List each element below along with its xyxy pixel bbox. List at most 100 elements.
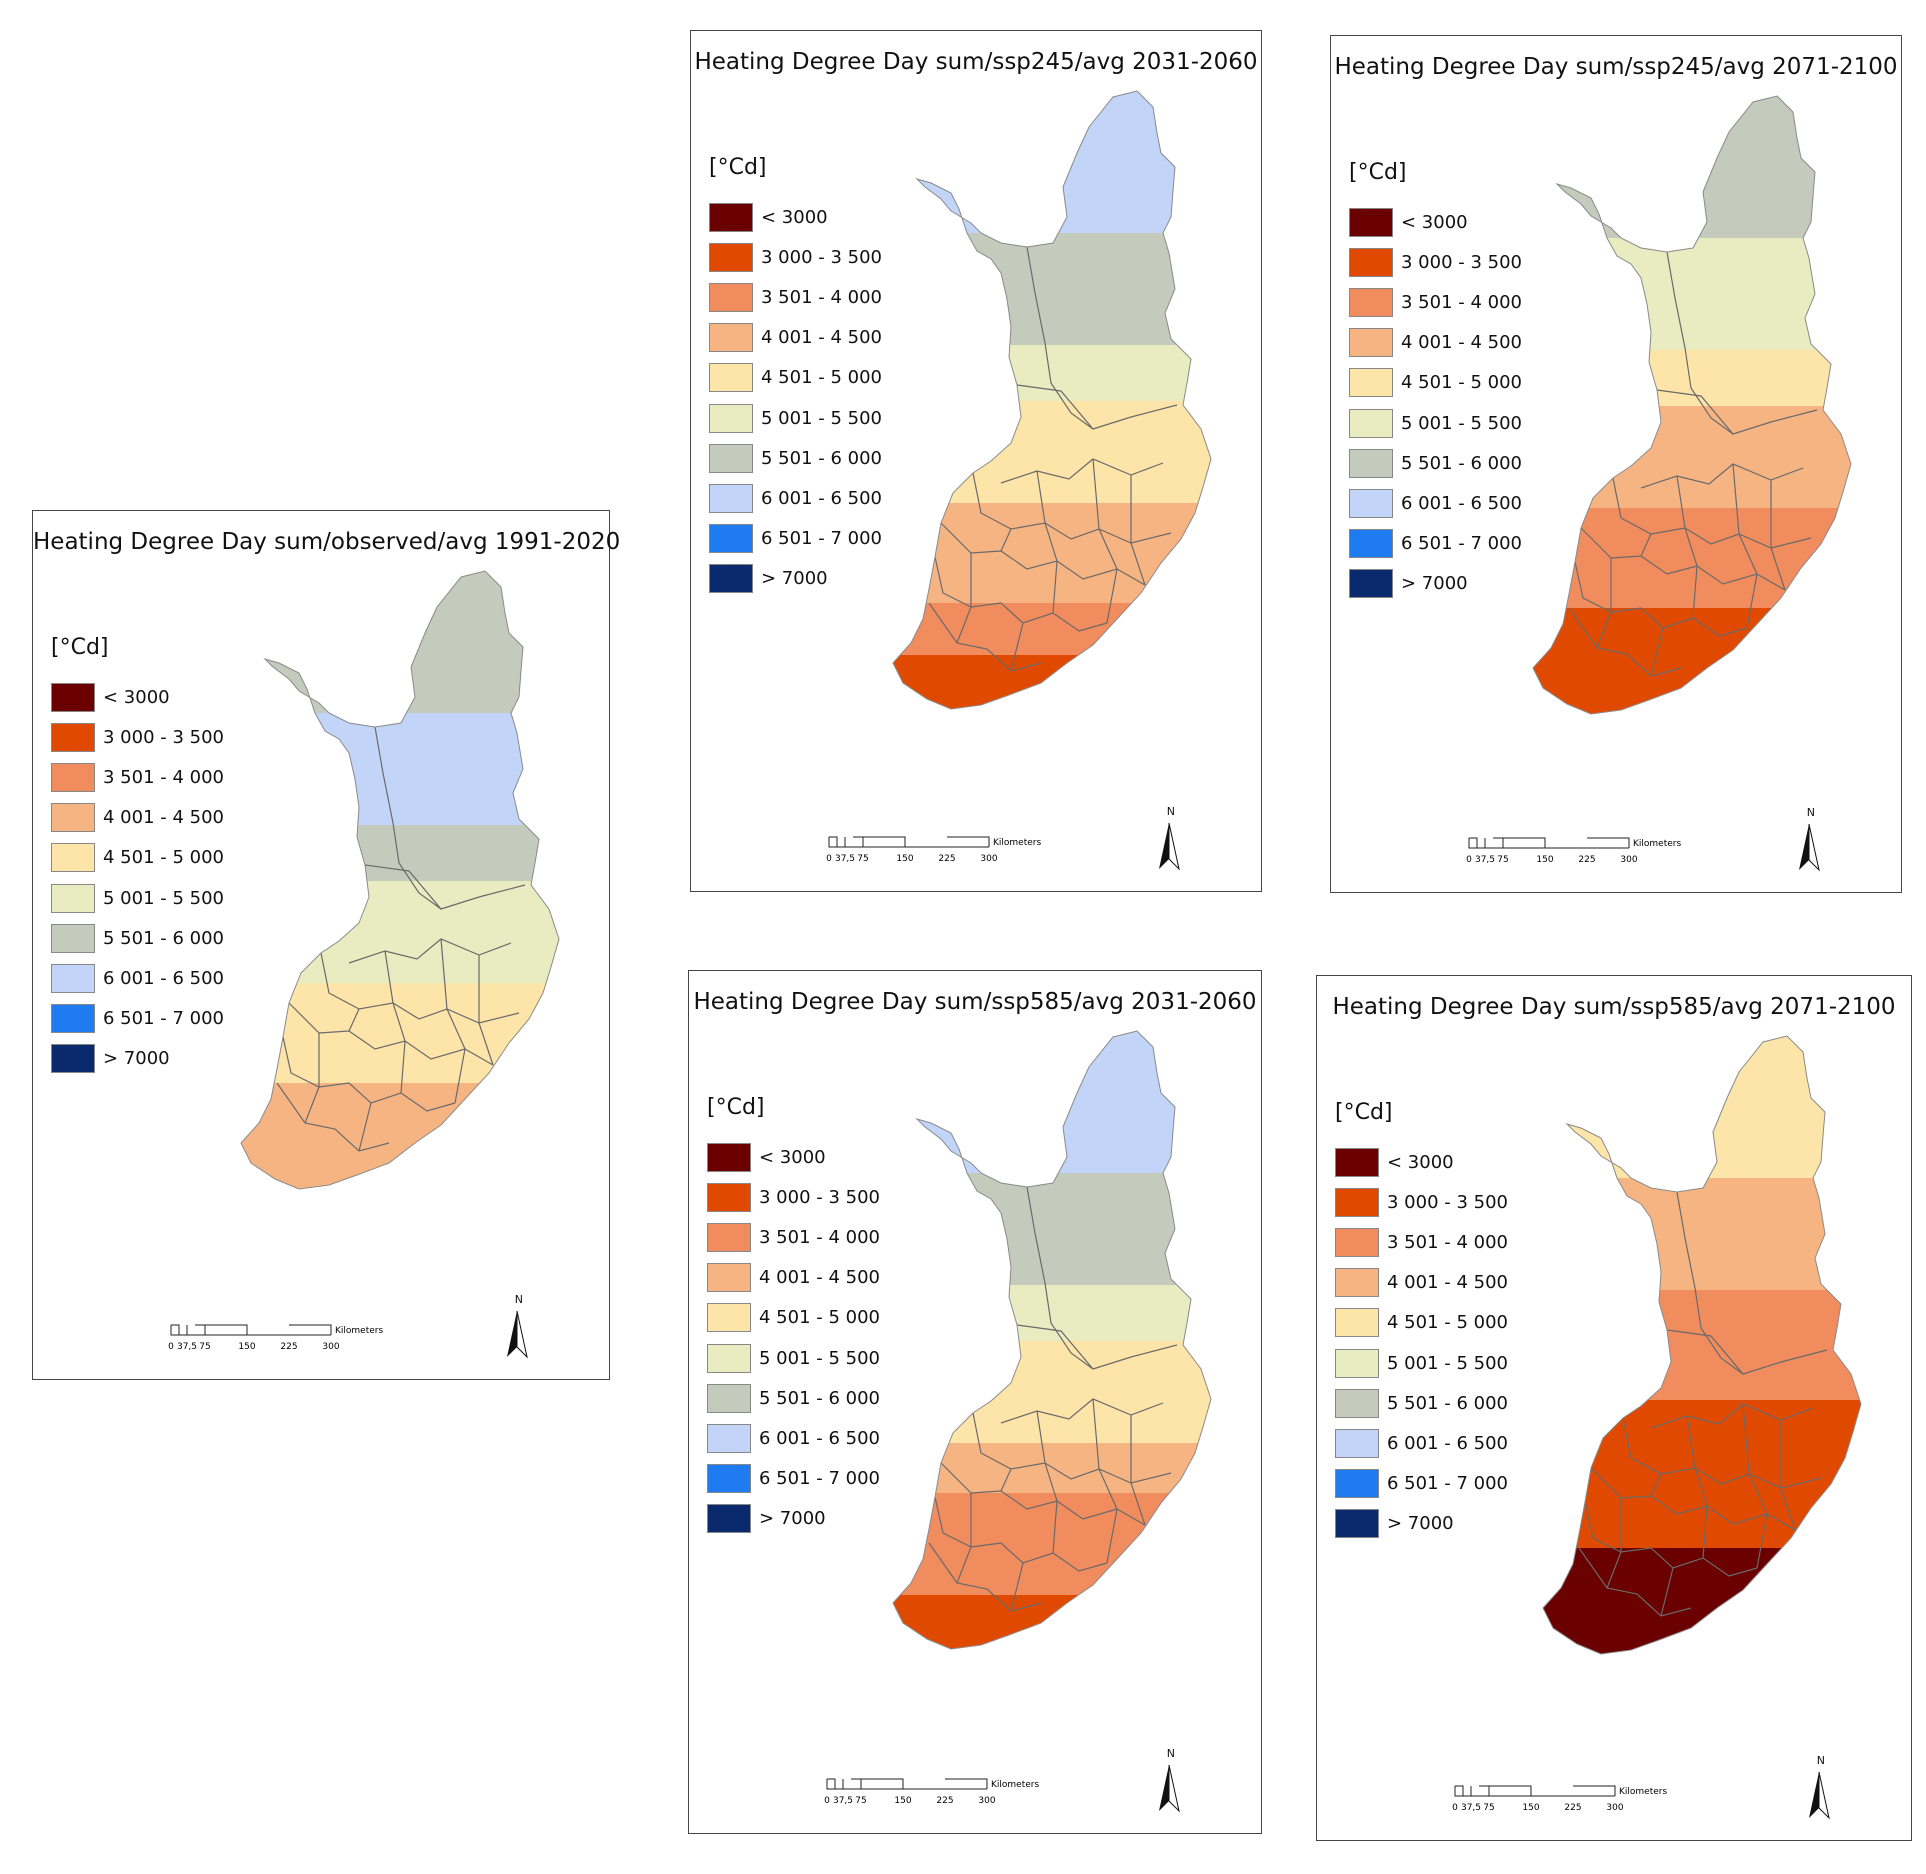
scale-bar: 0 37,5 75 150 225 300 Kilometers: [826, 836, 1041, 864]
legend-item: 4 001 - 4 500: [1349, 323, 1522, 363]
region-border: [1026, 246, 1094, 430]
region-border: [304, 1033, 320, 1124]
legend-label: > 7000: [1401, 573, 1468, 595]
legend-item: > 7000: [51, 1039, 224, 1079]
climate-zone: [893, 503, 1211, 554]
region-border: [348, 938, 512, 964]
climate-zone: [241, 881, 559, 936]
region-border: [1590, 1467, 1796, 1531]
climate-zone: [893, 1173, 1211, 1229]
climate-zone: [241, 825, 559, 882]
legend-label: < 3000: [759, 1146, 826, 1168]
legend-swatch: [1335, 1348, 1379, 1378]
legend: < 3000 3 000 - 3 500 3 501 - 4 000 4 001 - …: [709, 197, 882, 599]
legend-label: 3 000 - 3 500: [759, 1186, 880, 1208]
region-border: [972, 1412, 1172, 1484]
scale-tick-label: 0: [168, 1342, 174, 1352]
legend-swatch: [707, 1222, 751, 1252]
legend-swatch: [1349, 569, 1393, 599]
legend-swatch: [1335, 1227, 1379, 1257]
scale-tick-label: 225: [1564, 1803, 1581, 1813]
scale-tick-label: 75: [857, 854, 868, 864]
scale-tick-label: 225: [936, 1796, 953, 1806]
north-arrow-icon: [1159, 1764, 1180, 1813]
region-border: [1130, 475, 1146, 586]
legend-item: 3 501 - 4 000: [1349, 282, 1522, 322]
climate-zone: [1533, 350, 1851, 407]
north-label: N: [1166, 805, 1175, 818]
map-title: Heating Degree Day sum/ssp245/avg 2071-2…: [1334, 54, 1898, 80]
legend-label: 4 501 - 5 000: [1401, 372, 1522, 394]
legend-swatch: [709, 564, 753, 594]
legend-label: 6 001 - 6 500: [103, 967, 224, 989]
scale-tick-label: 0: [1466, 855, 1472, 865]
climate-zone: [1533, 460, 1851, 509]
scale-tick-label: 37,5: [835, 854, 855, 864]
legend-label: 5 501 - 6 000: [103, 927, 224, 949]
region-border: [956, 1493, 972, 1584]
scale-tick-label: 300: [322, 1342, 339, 1352]
finland-map: [1542, 1035, 1862, 1655]
region-border: [1092, 458, 1118, 624]
legend-label: 6 001 - 6 500: [1387, 1432, 1508, 1454]
legend-swatch: [1335, 1187, 1379, 1217]
legend-item: 6 001 - 6 500: [707, 1418, 880, 1458]
map-title: Heating Degree Day sum/observed/avg 1991…: [33, 529, 621, 555]
legend-label: 6 501 - 7 000: [761, 528, 882, 550]
region-border: [1676, 1191, 1744, 1375]
climate-zone: [241, 983, 559, 1034]
climate-zone: [241, 1033, 559, 1084]
legend-item: 6 501 - 7 000: [51, 999, 224, 1039]
map-panel-ssp585-2031-2060: Heating Degree Day sum/ssp585/avg 2031-2…: [688, 970, 1262, 1834]
legend-swatch: [709, 403, 753, 433]
legend-swatch: [707, 1343, 751, 1373]
climate-zone: [893, 1285, 1211, 1342]
legend-swatch: [707, 1182, 751, 1212]
scale-bar: 0 37,5 75 150 225 300 Kilometers: [1452, 1785, 1667, 1813]
map-title: Heating Degree Day sum/ssp245/avg 2031-2…: [694, 49, 1258, 75]
region-border: [1650, 1473, 1674, 1617]
legend-item: 6 001 - 6 500: [1349, 483, 1522, 523]
scale-unit-label: Kilometers: [991, 1780, 1039, 1790]
climate-zone: [241, 1083, 559, 1136]
region-border: [1016, 384, 1178, 430]
legend-swatch: [1349, 408, 1393, 438]
legend-item: 5 001 - 5 500: [1349, 403, 1522, 443]
climate-zone: [893, 1493, 1211, 1544]
legend-label: 5 001 - 5 500: [759, 1347, 880, 1369]
legend-label: < 3000: [1401, 211, 1468, 233]
region-border: [928, 1542, 1042, 1612]
legend-label: 6 501 - 7 000: [1401, 533, 1522, 555]
legend: < 3000 3 000 - 3 500 3 501 - 4 000 4 001 - …: [1349, 202, 1522, 604]
legend-item: > 7000: [1349, 564, 1522, 604]
climate-zone: [893, 233, 1211, 289]
scale-tick-label: 300: [980, 854, 997, 864]
legend-swatch: [1335, 1428, 1379, 1458]
climate-zone: [1543, 1290, 1861, 1347]
climate-zone: [1533, 238, 1851, 294]
region-border: [1578, 1547, 1692, 1617]
north-arrow-icon: [1799, 823, 1820, 872]
legend-label: 3 501 - 4 000: [103, 766, 224, 788]
north-label: N: [1816, 1754, 1825, 1767]
region-border: [1584, 1501, 1758, 1577]
climate-zone: [1543, 1178, 1861, 1234]
legend-label: 4 501 - 5 000: [103, 847, 224, 869]
legend-label: 3 501 - 4 000: [761, 286, 882, 308]
legend-item: 4 001 - 4 500: [707, 1258, 880, 1298]
legend-item: 5 501 - 6 000: [1349, 443, 1522, 483]
legend-item: 3 000 - 3 500: [1349, 242, 1522, 282]
country-outline: [892, 1030, 1212, 1650]
finland-map: [892, 1030, 1212, 1650]
scale-tick-label: 37,5: [1461, 1803, 1481, 1813]
legend-item: 5 001 - 5 500: [709, 398, 882, 438]
scale-tick-label: 37,5: [1475, 855, 1495, 865]
legend-label: 5 501 - 6 000: [1387, 1392, 1508, 1414]
legend-label: 5 501 - 6 000: [759, 1387, 880, 1409]
climate-zone: [893, 1543, 1211, 1596]
climate-zone: [1543, 1346, 1861, 1401]
legend-label: 5 501 - 6 000: [761, 447, 882, 469]
legend-label: 4 501 - 5 000: [761, 367, 882, 389]
legend-unit-label: [°Cd]: [707, 1095, 765, 1120]
scale-tick-label: 150: [894, 1796, 911, 1806]
